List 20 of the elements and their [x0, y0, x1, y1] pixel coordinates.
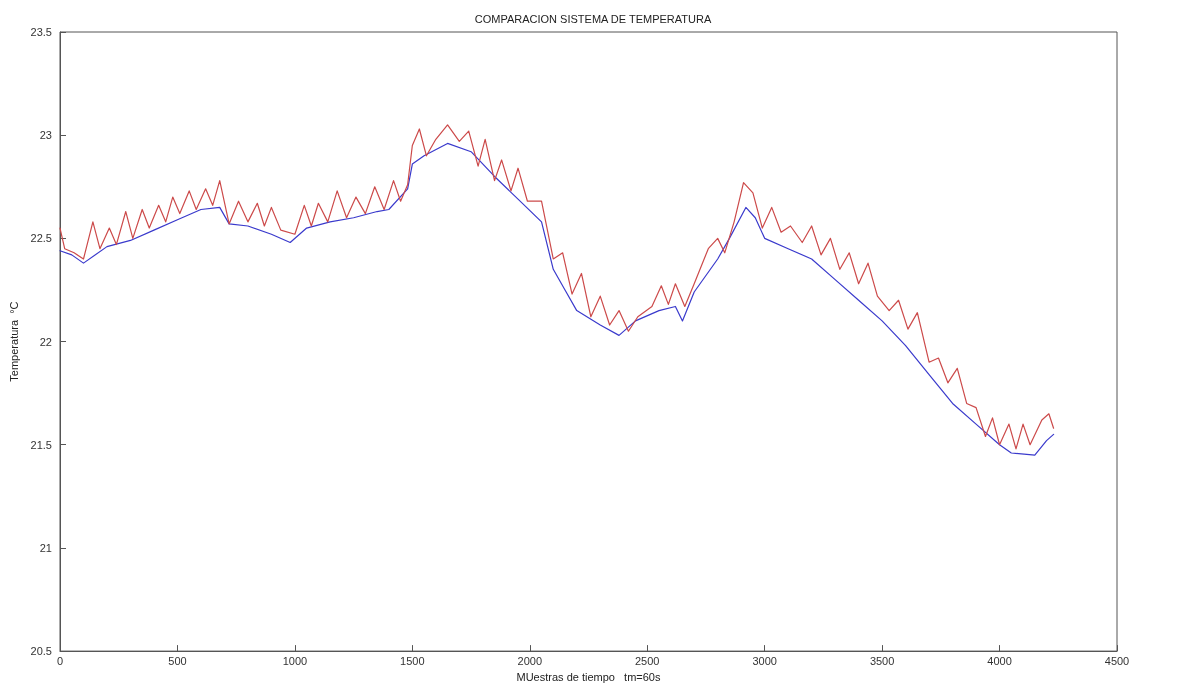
x-tick-label: 1500 — [400, 654, 425, 667]
x-tick-label: 500 — [168, 654, 187, 667]
x-tick-label: 1000 — [282, 654, 308, 667]
y-tick-label: 22 — [39, 335, 52, 348]
x-tick-label: 3000 — [752, 654, 777, 667]
x-tick-label: 0 — [56, 654, 64, 667]
x-tick-label: 2500 — [634, 654, 660, 667]
chart-title: COMPARACION SISTEMA DE TEMPERATURA — [474, 12, 712, 25]
x-tick-label: 3500 — [869, 654, 895, 667]
y-tick-label: 23 — [39, 129, 52, 142]
y-axis-title: Temperatura °C — [8, 301, 21, 382]
x-tick-label: 2000 — [517, 654, 543, 667]
x-tick-label: 4500 — [1104, 654, 1130, 667]
y-tick-label: 21.5 — [30, 438, 52, 451]
y-tick-label: 21 — [39, 541, 52, 554]
y-tick-label: 20.5 — [30, 645, 52, 658]
y-tick-label: 22.5 — [30, 232, 52, 245]
y-tick-label: 23.5 — [30, 26, 52, 38]
x-axis-title: MUestras de tiempo tm=60s — [516, 670, 661, 683]
x-tick-label: 4000 — [987, 654, 1012, 667]
